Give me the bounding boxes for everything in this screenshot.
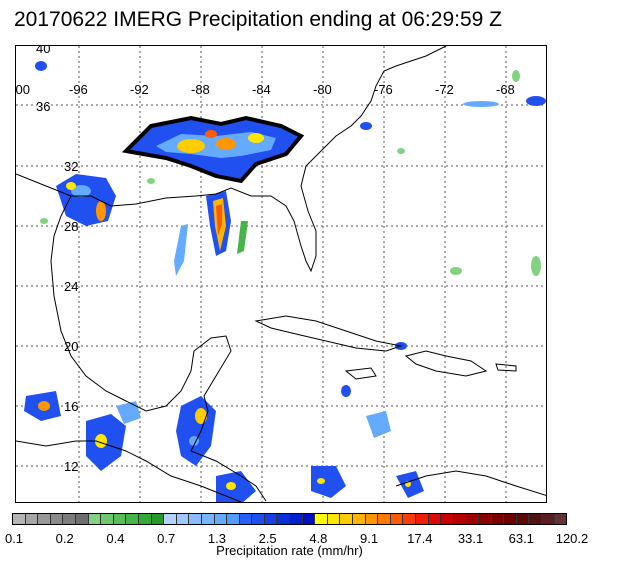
- colorbar-swatch: [252, 514, 265, 524]
- coastlines: [16, 46, 546, 502]
- colorbar-swatch: [529, 514, 542, 524]
- colorbar-swatch: [88, 514, 102, 524]
- lon-label-88: -88: [191, 82, 210, 97]
- colorbar-swatch: [353, 514, 366, 524]
- colorbar-swatch: [327, 514, 341, 524]
- colorbar-swatch: [227, 514, 240, 524]
- lat-label-12: 12: [64, 459, 79, 474]
- colorbar-swatch: [277, 514, 291, 524]
- colorbar-swatch: [201, 514, 215, 524]
- precipitation-areas: [24, 61, 546, 502]
- colorbar-swatch: [25, 514, 39, 524]
- lat-label-24: 24: [64, 279, 79, 294]
- colorbar-tick-label: 4.8: [309, 531, 328, 546]
- colorbar-swatch: [264, 514, 278, 524]
- colorbar-tick-label: 33.1: [457, 531, 484, 546]
- lon-label-68: -68: [496, 82, 515, 97]
- colorbar-tick-label: 0.2: [55, 531, 74, 546]
- colorbar-swatch: [365, 514, 379, 524]
- colorbar-tick-label: 0.7: [157, 531, 176, 546]
- colorbar-swatch: [138, 514, 152, 524]
- precipitation-map: 40 36 32 28 24 20 16 12 -100 -96 -92 -88…: [15, 45, 547, 503]
- lat-label-28: 28: [64, 219, 79, 234]
- lon-label-96: -96: [69, 82, 88, 97]
- lon-label-80: -80: [313, 82, 332, 97]
- colorbar-swatch: [403, 514, 416, 524]
- lat-label-20: 20: [64, 339, 79, 354]
- lat-label-36: 36: [36, 99, 51, 114]
- colorbar-swatch: [491, 514, 505, 524]
- colorbar-swatch: [176, 514, 190, 524]
- colorbar-swatch: [214, 514, 228, 524]
- colorbar-swatch: [340, 514, 354, 524]
- lon-label-76: -76: [374, 82, 393, 97]
- colorbar-swatch: [302, 514, 316, 524]
- colorbar-tick-label: 63.1: [508, 531, 534, 546]
- colorbar-swatch: [541, 514, 555, 524]
- colorbar-swatch: [416, 514, 429, 524]
- lat-label-40: 40: [36, 45, 51, 56]
- colorbar-swatch: [315, 514, 328, 524]
- colorbar-swatch: [378, 514, 391, 524]
- colorbar-swatch: [441, 514, 454, 524]
- colorbar-swatch: [504, 514, 517, 524]
- colorbar-tick-label: 120.2: [555, 531, 589, 546]
- colorbar-swatch: [453, 514, 467, 524]
- colorbar-swatch: [126, 514, 139, 524]
- colorbar-swatch: [428, 514, 442, 524]
- colorbar-swatch: [164, 514, 177, 524]
- colorbar-swatch: [13, 514, 26, 524]
- lat-label-32: 32: [64, 159, 79, 174]
- colorbar-tick-label: 0.4: [106, 531, 125, 546]
- colorbar-tick-label: 0.1: [4, 531, 24, 546]
- colorbar-swatch: [75, 514, 89, 524]
- colorbar-swatch: [63, 514, 76, 524]
- colorbar-swatch: [466, 514, 479, 524]
- colorbar-tick-label: 2.5: [258, 531, 277, 546]
- colorbar-swatch: [516, 514, 530, 524]
- colorbar-swatch: [189, 514, 202, 524]
- colorbar-tick-label: 1.3: [207, 531, 226, 546]
- colorbar-swatch: [478, 514, 492, 524]
- colorbar-swatch: [101, 514, 114, 524]
- colorbar-swatch: [113, 514, 127, 524]
- colorbar-swatch: [290, 514, 303, 524]
- colorbar-title: Precipitation rate (mm/hr): [216, 543, 363, 558]
- colorbar-swatch: [390, 514, 404, 524]
- colorbar: [12, 513, 567, 525]
- colorbar-tick-label: 17.4: [407, 531, 433, 546]
- lat-label-16: 16: [64, 399, 79, 414]
- colorbar-swatch: [151, 514, 165, 524]
- colorbar-swatch: [239, 514, 253, 524]
- lon-label-84: -84: [252, 82, 271, 97]
- lon-label-100: -100: [15, 82, 31, 97]
- colorbar-swatch: [554, 514, 567, 524]
- colorbar-tick-label: 9.1: [360, 531, 379, 546]
- lon-label-72: -72: [435, 82, 454, 97]
- colorbar-swatch: [38, 514, 51, 524]
- map-graphics: [16, 46, 546, 502]
- map-title: 20170622 IMERG Precipitation ending at 0…: [14, 8, 502, 31]
- lon-label-92: -92: [130, 82, 149, 97]
- colorbar-swatch: [50, 514, 64, 524]
